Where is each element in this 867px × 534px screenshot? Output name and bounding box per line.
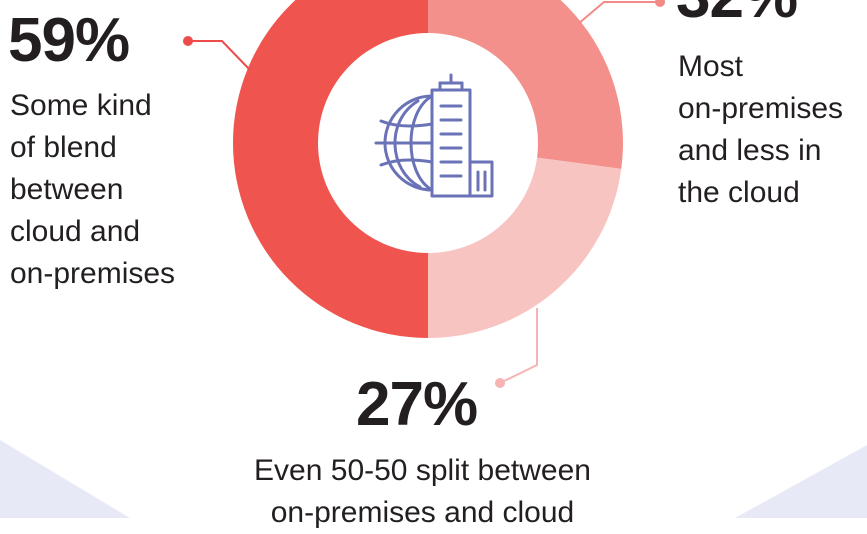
city-globe-icon xyxy=(374,73,494,198)
description-line: Even 50-50 split between xyxy=(254,454,591,487)
background-shape-left xyxy=(0,440,130,518)
description-line: cloud and xyxy=(10,215,141,248)
description-line: Some kind xyxy=(10,89,152,122)
leader-dot-59 xyxy=(183,36,193,46)
slice-description-59: Some kind of blend between cloud and on-… xyxy=(10,85,175,295)
description-line: Most xyxy=(678,50,744,83)
slice-percent-59: 59% xyxy=(8,6,130,75)
description-line: on-premises xyxy=(10,257,176,290)
leader-line-32 xyxy=(577,0,660,25)
description-line: on-premises and cloud xyxy=(270,496,575,529)
description-line: of blend xyxy=(10,131,117,164)
description-line: the cloud xyxy=(678,176,800,209)
leader-dot-32 xyxy=(655,0,665,7)
slice-percent-32: 32% xyxy=(676,0,798,28)
leader-dot-27 xyxy=(495,378,505,388)
leader-line-59 xyxy=(188,40,251,71)
slice-percent-27: 27% xyxy=(356,370,478,439)
description-line: on-premises xyxy=(678,92,844,125)
leader-line-27 xyxy=(499,308,538,384)
background-shape-right xyxy=(735,445,867,518)
background-shapes xyxy=(0,440,867,518)
description-line: between xyxy=(10,173,124,206)
slice-description-32: Most on-premises and less in the cloud xyxy=(678,46,843,214)
description-line: and less in xyxy=(678,134,822,167)
donut-chart xyxy=(183,0,665,388)
leader-lines xyxy=(183,0,665,388)
slice-description-27: Even 50-50 split between on-premises and… xyxy=(200,450,645,534)
